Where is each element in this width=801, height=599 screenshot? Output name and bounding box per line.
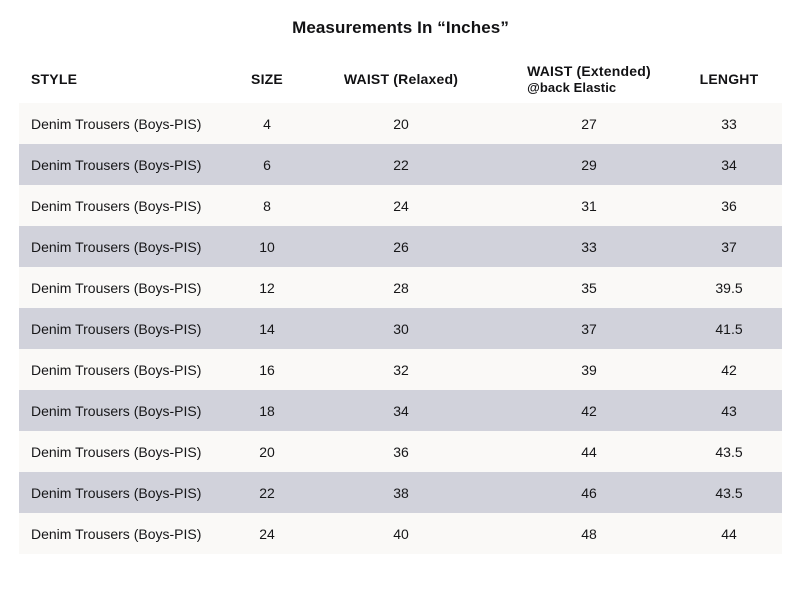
- column-header-waist-relaxed: WAIST (Relaxed): [300, 55, 502, 103]
- cell-waist-extended: 33: [581, 238, 597, 255]
- cell-style: Denim Trousers (Boys-PIS): [31, 197, 202, 214]
- column-header-waist-extended-label: WAIST (Extended): [527, 63, 651, 79]
- cell-waist-extended: 46: [581, 484, 597, 501]
- table-row: Denim Trousers (Boys-PIS) 8 24 31 36: [19, 185, 782, 226]
- cell-waist-extended: 37: [581, 320, 597, 337]
- cell-waist-relaxed: 28: [393, 279, 409, 296]
- column-header-waist-extended-block: WAIST (Extended) @back Elastic: [527, 63, 651, 95]
- cell-length: 36: [721, 197, 737, 214]
- cell-style: Denim Trousers (Boys-PIS): [31, 402, 202, 419]
- cell-length: 33: [721, 115, 737, 132]
- column-header-size: SIZE: [234, 55, 300, 103]
- cell-waist-extended: 42: [581, 402, 597, 419]
- table-row: Denim Trousers (Boys-PIS) 18 34 42 43: [19, 390, 782, 431]
- cell-size: 18: [259, 402, 275, 419]
- cell-size: 22: [259, 484, 275, 501]
- column-header-waist-relaxed-label: WAIST (Relaxed): [343, 71, 459, 87]
- table-row: Denim Trousers (Boys-PIS) 16 32 39 42: [19, 349, 782, 390]
- column-header-style: STYLE: [19, 55, 234, 103]
- cell-length: 43.5: [715, 484, 743, 501]
- cell-style: Denim Trousers (Boys-PIS): [31, 484, 202, 501]
- cell-size: 12: [259, 279, 275, 296]
- cell-waist-relaxed: 24: [393, 197, 409, 214]
- cell-length: 39.5: [715, 279, 743, 296]
- column-header-style-label: STYLE: [31, 71, 78, 87]
- cell-style: Denim Trousers (Boys-PIS): [31, 320, 202, 337]
- cell-length: 42: [721, 361, 737, 378]
- cell-waist-relaxed: 40: [393, 525, 409, 542]
- table-row: Denim Trousers (Boys-PIS) 24 40 48 44: [19, 513, 782, 554]
- cell-waist-relaxed: 22: [393, 156, 409, 173]
- cell-waist-extended: 44: [581, 443, 597, 460]
- table-row: Denim Trousers (Boys-PIS) 12 28 35 39.5: [19, 267, 782, 308]
- table-row: Denim Trousers (Boys-PIS) 6 22 29 34: [19, 144, 782, 185]
- measurements-table: STYLE SIZE WAIST (Relaxed) WAIST (Extend…: [19, 55, 782, 554]
- cell-size: 24: [259, 525, 275, 542]
- page-title: Measurements In “Inches”: [292, 18, 509, 37]
- cell-waist-extended: 35: [581, 279, 597, 296]
- table-row: Denim Trousers (Boys-PIS) 4 20 27 33: [19, 103, 782, 144]
- cell-waist-extended: 48: [581, 525, 597, 542]
- cell-style: Denim Trousers (Boys-PIS): [31, 443, 202, 460]
- table-row: Denim Trousers (Boys-PIS) 20 36 44 43.5: [19, 431, 782, 472]
- cell-waist-extended: 29: [581, 156, 597, 173]
- table-row: Denim Trousers (Boys-PIS) 10 26 33 37: [19, 226, 782, 267]
- cell-size: 16: [259, 361, 275, 378]
- cell-size: 20: [259, 443, 275, 460]
- cell-length: 37: [721, 238, 737, 255]
- cell-length: 43.5: [715, 443, 743, 460]
- cell-style: Denim Trousers (Boys-PIS): [31, 115, 202, 132]
- table-row: Denim Trousers (Boys-PIS) 22 38 46 43.5: [19, 472, 782, 513]
- cell-length: 41.5: [715, 320, 743, 337]
- table-header-row: STYLE SIZE WAIST (Relaxed) WAIST (Extend…: [19, 55, 782, 103]
- column-header-length: LENGHT: [676, 55, 782, 103]
- cell-waist-relaxed: 20: [393, 115, 409, 132]
- column-header-waist-extended-sublabel: @back Elastic: [527, 80, 617, 95]
- cell-waist-relaxed: 38: [393, 484, 409, 501]
- cell-waist-relaxed: 26: [393, 238, 409, 255]
- cell-style: Denim Trousers (Boys-PIS): [31, 361, 202, 378]
- cell-style: Denim Trousers (Boys-PIS): [31, 156, 202, 173]
- column-header-waist-extended: WAIST (Extended) @back Elastic: [502, 55, 676, 103]
- table-body: Denim Trousers (Boys-PIS) 4 20 27 33 Den…: [19, 103, 782, 554]
- cell-length: 34: [721, 156, 737, 173]
- cell-waist-relaxed: 32: [393, 361, 409, 378]
- cell-style: Denim Trousers (Boys-PIS): [31, 279, 202, 296]
- cell-style: Denim Trousers (Boys-PIS): [31, 238, 202, 255]
- cell-waist-relaxed: 34: [393, 402, 409, 419]
- cell-size: 14: [259, 320, 275, 337]
- cell-waist-relaxed: 36: [393, 443, 409, 460]
- cell-length: 44: [721, 525, 737, 542]
- size-chart-page: Measurements In “Inches” STYLE SIZE WAIS…: [0, 17, 801, 599]
- cell-waist-relaxed: 30: [393, 320, 409, 337]
- column-header-size-label: SIZE: [251, 71, 283, 87]
- column-header-length-label: LENGHT: [699, 71, 759, 87]
- cell-waist-extended: 27: [581, 115, 597, 132]
- cell-size: 8: [263, 197, 271, 214]
- cell-waist-extended: 31: [581, 197, 597, 214]
- cell-style: Denim Trousers (Boys-PIS): [31, 525, 202, 542]
- table-row: Denim Trousers (Boys-PIS) 14 30 37 41.5: [19, 308, 782, 349]
- cell-size: 6: [263, 156, 271, 173]
- cell-waist-extended: 39: [581, 361, 597, 378]
- cell-size: 10: [259, 238, 275, 255]
- cell-size: 4: [263, 115, 271, 132]
- cell-length: 43: [721, 402, 737, 419]
